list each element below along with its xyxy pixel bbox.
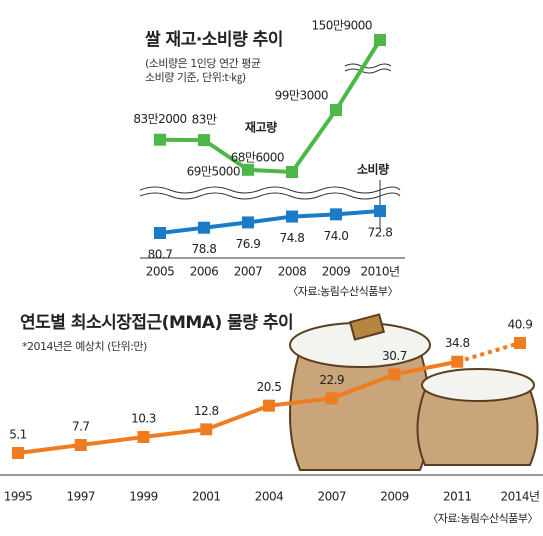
data-label: 150만9000: [312, 19, 372, 33]
data-point: [74, 439, 87, 452]
source-note: 〈자료:농림수산식품부〉: [287, 285, 398, 298]
data-label: 10.3: [131, 412, 156, 426]
data-label: 34.8: [445, 336, 470, 350]
series-line: [159, 38, 382, 175]
data-label: 80.7: [148, 248, 173, 262]
data-point: [286, 210, 298, 223]
x-tick-label: 1995: [4, 490, 33, 504]
data-point: [325, 392, 338, 405]
x-tick-label: 2011: [443, 490, 472, 504]
data-point: [286, 166, 298, 178]
x-tick-label: 1999: [129, 490, 158, 504]
x-tick-label: 2004: [255, 490, 284, 504]
data-point: [330, 104, 342, 117]
data-label: 22.9: [319, 373, 344, 387]
data-point: [154, 133, 166, 146]
data-point: [154, 227, 166, 239]
chart-subtitle: 소비량 기준, 단위:t·㎏): [145, 71, 246, 84]
data-label: 40.9: [508, 318, 533, 332]
x-tick-label: 2010년: [360, 265, 399, 279]
data-point: [330, 208, 342, 221]
data-point: [200, 423, 213, 436]
data-label: 68만6000: [231, 151, 284, 165]
data-point: [374, 34, 386, 46]
chart-title: 쌀 재고·소비량 추이: [145, 30, 283, 50]
x-tick-label: 2006: [190, 265, 219, 279]
axis-break: [139, 192, 401, 200]
data-point: [12, 447, 24, 459]
chart-subtitle: (소비량은 1인당 연간 평균: [145, 57, 261, 70]
x-tick-label: 2005: [146, 265, 175, 279]
data-label: 30.7: [382, 349, 407, 363]
data-label: 7.7: [72, 420, 90, 434]
data-label: 78.8: [192, 242, 217, 256]
axis-break: [139, 186, 401, 194]
projected-line: [456, 341, 521, 364]
source-note: 〈자료:농림수산식품부〉: [427, 512, 538, 525]
x-tick-label: 2009: [380, 490, 409, 504]
data-point: [198, 134, 210, 147]
data-label: 72.8: [368, 226, 393, 240]
data-label: 83만: [192, 113, 217, 127]
x-tick-label: 2014년: [500, 490, 539, 504]
axis-break: [344, 68, 392, 74]
x-tick-label: 2007: [317, 490, 346, 504]
data-label: 76.9: [236, 237, 261, 251]
data-label: 83만2000: [133, 112, 186, 126]
x-tick-label: 2007: [234, 265, 263, 279]
data-label: 74.0: [324, 229, 349, 243]
rice-sack-illustration: [289, 313, 539, 471]
data-label: 20.5: [257, 380, 282, 394]
data-point: [198, 221, 210, 234]
data-label: 5.1: [9, 428, 27, 442]
series-line: [159, 209, 381, 235]
series-label: 소비량: [357, 162, 389, 177]
series-line: [17, 359, 458, 455]
data-label: 74.8: [280, 231, 305, 245]
data-point: [242, 163, 254, 176]
x-tick-label: 2009: [322, 265, 351, 279]
data-point: [137, 431, 150, 444]
data-label: 69만5000: [187, 164, 240, 178]
data-label: 99만3000: [275, 89, 328, 103]
data-point: [263, 399, 275, 412]
axis-break: [344, 63, 392, 69]
data-point: [242, 216, 254, 229]
x-tick-label: 1997: [66, 490, 95, 504]
series-label: 재고량: [245, 121, 277, 135]
data-point: [451, 355, 464, 368]
data-point: [374, 205, 386, 217]
data-point: [514, 337, 526, 349]
x-tick-label: 2001: [192, 490, 221, 504]
data-point: [388, 368, 401, 381]
chart-subtitle: *2014년은 예상치 (단위:만): [22, 340, 147, 353]
chart-title: 연도별 최소시장접근(MMA) 물량 추이: [20, 313, 293, 333]
x-tick-label: 2008: [278, 265, 307, 279]
data-label: 12.8: [194, 404, 219, 418]
